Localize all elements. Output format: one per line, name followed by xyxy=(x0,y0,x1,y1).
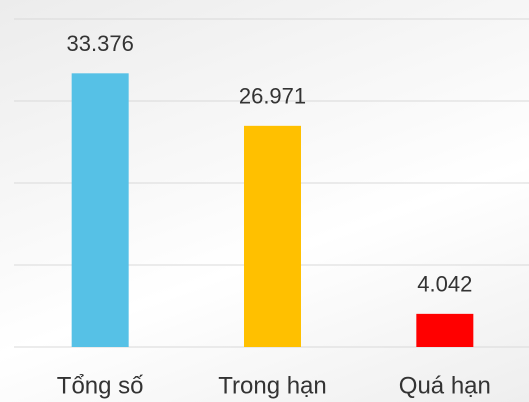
x-tick-label: Quá hạn xyxy=(399,372,491,399)
bar xyxy=(71,73,129,347)
x-tick-label: Tổng số xyxy=(57,372,144,399)
bar xyxy=(416,313,474,347)
data-label: 26.971 xyxy=(239,84,306,109)
data-label: 4.042 xyxy=(417,272,472,297)
data-label: 33.376 xyxy=(67,31,134,56)
x-tick-label: Trong hạn xyxy=(218,372,327,399)
bar xyxy=(244,125,301,347)
